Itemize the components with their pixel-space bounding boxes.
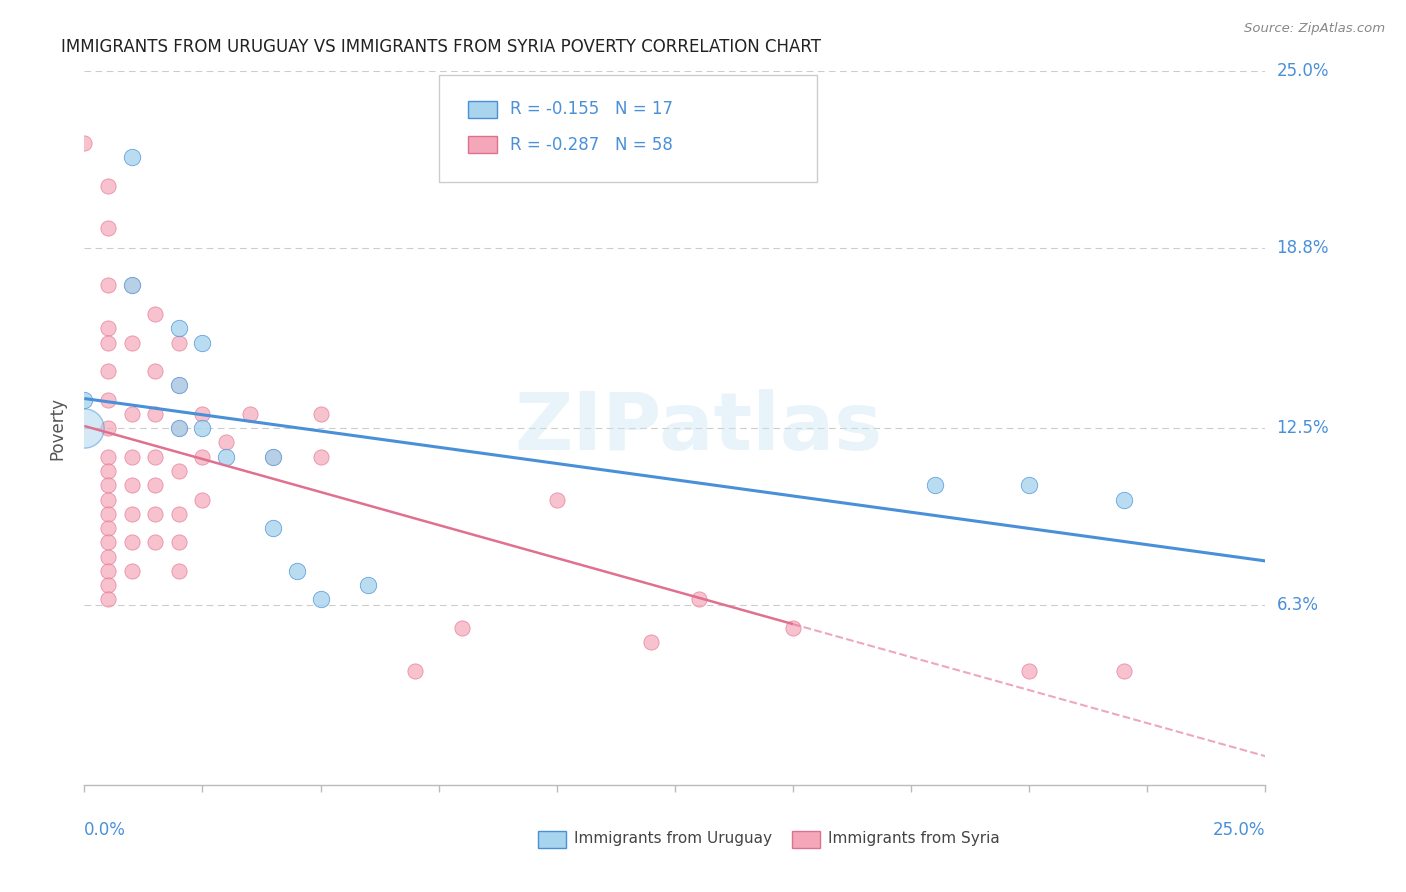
Point [262, 450, 284, 464]
Text: 6.3%: 6.3% [1277, 596, 1319, 614]
Point [121, 450, 143, 464]
Point [97, 221, 120, 235]
Point [309, 407, 332, 421]
Point [309, 450, 332, 464]
Point [191, 421, 214, 435]
Point [73, 392, 96, 407]
Point [167, 335, 190, 350]
Point [167, 535, 190, 549]
Point [121, 478, 143, 492]
Point [73, 421, 96, 435]
Text: IMMIGRANTS FROM URUGUAY VS IMMIGRANTS FROM SYRIA POVERTY CORRELATION CHART: IMMIGRANTS FROM URUGUAY VS IMMIGRANTS FR… [60, 38, 821, 56]
Point [97, 478, 120, 492]
Point [262, 450, 284, 464]
Point [121, 278, 143, 293]
Point [121, 335, 143, 350]
Point [143, 450, 166, 464]
Point [191, 492, 214, 507]
Point [121, 535, 143, 549]
Point [97, 421, 120, 435]
Point [97, 278, 120, 293]
Point [782, 621, 804, 635]
Point [285, 564, 308, 578]
Point [167, 378, 190, 392]
Point [309, 592, 332, 607]
FancyBboxPatch shape [439, 75, 817, 182]
FancyBboxPatch shape [468, 136, 496, 153]
Point [357, 578, 380, 592]
Point [167, 421, 190, 435]
Text: 0.0%: 0.0% [84, 821, 127, 838]
Text: 25.0%: 25.0% [1213, 821, 1265, 838]
Point [1018, 664, 1040, 678]
Point [143, 364, 166, 378]
Point [97, 578, 120, 592]
Point [121, 564, 143, 578]
Point [97, 335, 120, 350]
Point [1112, 492, 1135, 507]
Point [404, 664, 426, 678]
Point [1018, 478, 1040, 492]
Point [143, 407, 166, 421]
Point [143, 478, 166, 492]
Point [121, 507, 143, 521]
Point [121, 278, 143, 293]
Point [97, 492, 120, 507]
Point [97, 521, 120, 535]
Y-axis label: Poverty: Poverty [48, 397, 66, 459]
Point [97, 592, 120, 607]
Point [546, 492, 568, 507]
Point [167, 321, 190, 335]
Point [73, 136, 96, 150]
Point [167, 378, 190, 392]
Point [97, 464, 120, 478]
Point [97, 450, 120, 464]
Point [191, 335, 214, 350]
Point [1112, 664, 1135, 678]
Text: 25.0%: 25.0% [1277, 62, 1329, 80]
Point [121, 407, 143, 421]
Point [97, 321, 120, 335]
Point [97, 507, 120, 521]
Point [167, 421, 190, 435]
Text: 18.8%: 18.8% [1277, 239, 1329, 257]
Point [143, 535, 166, 549]
Point [924, 478, 946, 492]
Point [167, 464, 190, 478]
Point [97, 549, 120, 564]
Point [167, 564, 190, 578]
Point [215, 450, 238, 464]
Point [451, 621, 474, 635]
Point [97, 535, 120, 549]
Point [97, 364, 120, 378]
Point [688, 592, 710, 607]
FancyBboxPatch shape [468, 101, 496, 118]
Point [143, 507, 166, 521]
Text: Immigrants from Syria: Immigrants from Syria [828, 831, 1000, 846]
Point [640, 635, 662, 649]
Point [262, 521, 284, 535]
Text: Immigrants from Uruguay: Immigrants from Uruguay [575, 831, 772, 846]
Point [143, 307, 166, 321]
Point [239, 407, 262, 421]
Text: 12.5%: 12.5% [1277, 419, 1329, 437]
Point [191, 450, 214, 464]
Text: R = -0.287   N = 58: R = -0.287 N = 58 [509, 136, 672, 153]
Point [167, 507, 190, 521]
Point [215, 435, 238, 450]
Point [97, 564, 120, 578]
Text: Source: ZipAtlas.com: Source: ZipAtlas.com [1244, 22, 1385, 36]
Point [191, 407, 214, 421]
Point [97, 392, 120, 407]
FancyBboxPatch shape [538, 830, 567, 847]
Text: R = -0.155   N = 17: R = -0.155 N = 17 [509, 100, 672, 118]
Point [121, 150, 143, 164]
Point [97, 178, 120, 193]
Text: ZIPatlas: ZIPatlas [515, 389, 883, 467]
FancyBboxPatch shape [792, 830, 820, 847]
